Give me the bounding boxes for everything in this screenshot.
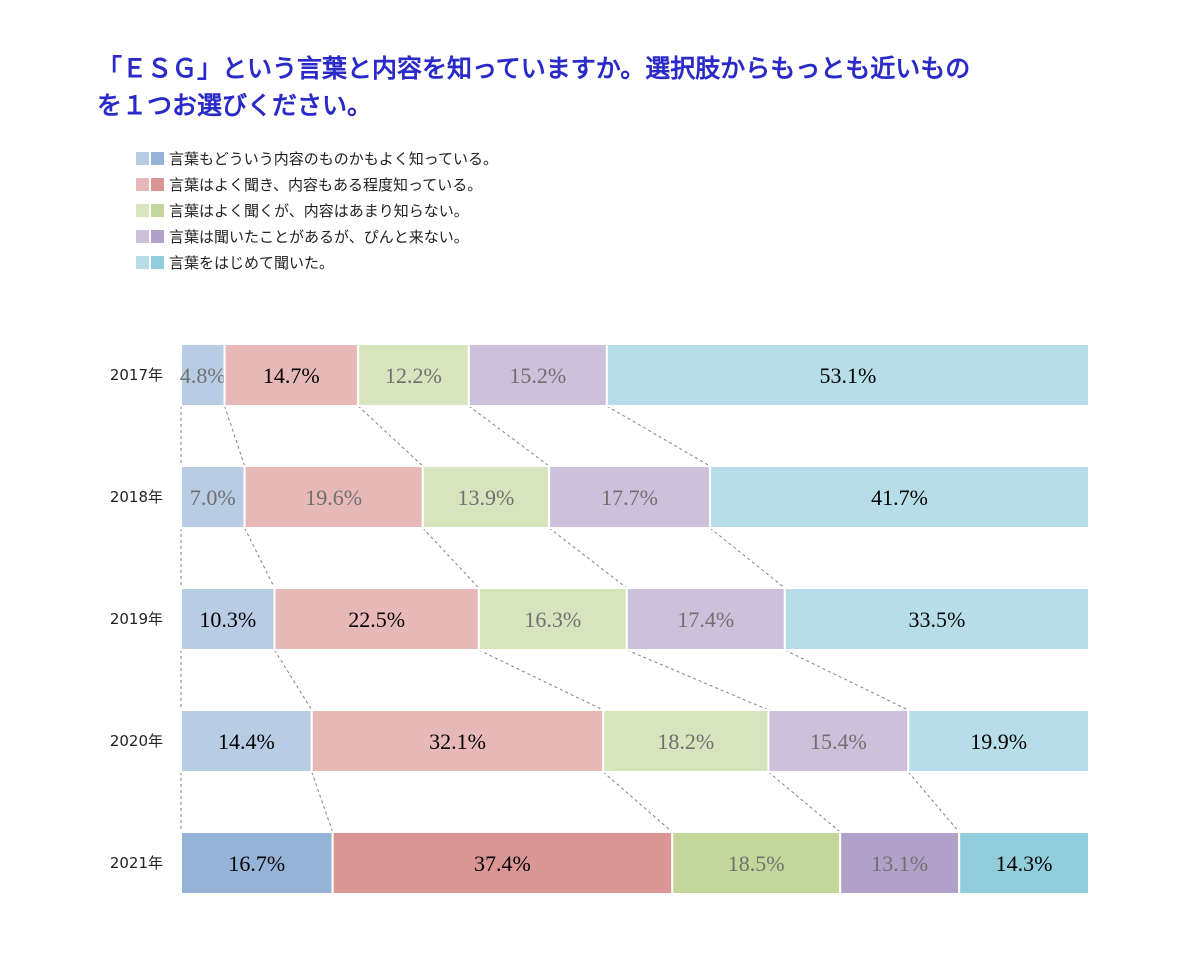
series-connector-line — [422, 527, 480, 589]
legend-item: 言葉はよく聞くが、内容はあまり知らない。 — [136, 200, 498, 221]
data-label: 7.0% — [190, 485, 236, 510]
y-tick-label: 2019年 — [110, 610, 163, 628]
legend-item: 言葉は聞いたことがあるが、ぴんと来ない。 — [136, 226, 498, 247]
y-tick-label: 2021年 — [110, 854, 163, 872]
bar-segment — [605, 343, 1090, 407]
bar-segment — [477, 587, 628, 651]
data-label: 18.2% — [657, 729, 714, 754]
legend-swatch-dark — [151, 178, 164, 191]
data-label: 15.4% — [810, 729, 867, 754]
bar-segment — [783, 587, 1090, 651]
bar-segment — [223, 343, 360, 407]
series-connector-line — [626, 649, 769, 711]
legend-swatch-dark — [151, 256, 164, 269]
series-connector-line — [548, 527, 628, 589]
bar-segment — [331, 831, 674, 895]
data-label: 12.2% — [385, 363, 442, 388]
legend-swatch-light — [136, 178, 149, 191]
legend-swatch-dark — [151, 204, 164, 217]
legend-swatch-light — [136, 256, 149, 269]
series-connector-line — [602, 771, 673, 833]
bar-segment — [421, 465, 551, 529]
data-label: 22.5% — [348, 607, 405, 632]
bar-segment — [548, 465, 711, 529]
legend-swatch-light — [136, 204, 149, 217]
legend-label: 言葉は聞いたことがあるが、ぴんと来ない。 — [169, 228, 469, 246]
series-connector-line — [478, 649, 604, 711]
data-label: 13.1% — [871, 851, 928, 876]
series-connector-line — [224, 405, 246, 467]
legend-item: 言葉はよく聞き、内容もある程度知っている。 — [136, 174, 498, 195]
data-label: 17.4% — [677, 607, 734, 632]
series-connector-line — [274, 649, 313, 711]
bar-segment — [180, 465, 246, 529]
bar-segment — [467, 343, 608, 407]
series-connector-line — [907, 771, 960, 833]
legend-swatch-light — [136, 152, 149, 165]
y-tick-label: 2018年 — [110, 488, 163, 506]
bar-segment — [273, 587, 480, 651]
legend-swatch-dark — [151, 230, 164, 243]
bar-segment — [180, 343, 226, 407]
series-connector-line — [768, 771, 841, 833]
bar-segment — [767, 709, 910, 773]
series-connector-line — [784, 649, 909, 711]
data-label: 16.3% — [524, 607, 581, 632]
bar-segment — [180, 709, 313, 773]
y-tick-label: 2017年 — [110, 366, 163, 384]
bar-segment — [839, 831, 961, 895]
data-label: 19.9% — [970, 729, 1027, 754]
series-connector-line — [357, 405, 424, 467]
legend-label: 言葉はよく聞き、内容もある程度知っている。 — [169, 176, 483, 194]
bar-segment — [180, 831, 334, 895]
data-label: 14.3% — [996, 851, 1053, 876]
legend-label: 言葉はよく聞くが、内容はあまり知らない。 — [169, 202, 469, 220]
bar-segment — [708, 465, 1090, 529]
series-connector-line — [244, 527, 275, 589]
legend-item: 言葉をはじめて聞いた。 — [136, 252, 498, 273]
title-line-2: を１つお選びください。 — [97, 91, 373, 120]
data-label: 14.4% — [218, 729, 275, 754]
legend-item: 言葉もどういう内容のものかもよく知っている。 — [136, 148, 498, 169]
data-label: 16.7% — [228, 851, 285, 876]
chart-title: 「ＥＳＧ」という言葉と内容を知っていますか。選択肢からもっとも近いもの を１つお… — [97, 50, 1097, 124]
series-connector-line — [606, 405, 711, 467]
data-label: 19.6% — [305, 485, 362, 510]
legend-swatch-light — [136, 230, 149, 243]
title-line-1: 「ＥＳＧ」という言葉と内容を知っていますか。選択肢からもっとも近いもの — [97, 54, 971, 83]
data-label: 13.9% — [458, 485, 515, 510]
series-connector-line — [468, 405, 550, 467]
bar-segment — [907, 709, 1090, 773]
data-label: 32.1% — [429, 729, 486, 754]
y-tick-label: 2020年 — [110, 732, 163, 750]
data-label: 53.1% — [820, 363, 877, 388]
data-label: 37.4% — [474, 851, 531, 876]
data-label: 17.7% — [601, 485, 658, 510]
legend: 言葉もどういう内容のものかもよく知っている。 言葉はよく聞き、内容もある程度知っ… — [136, 148, 498, 278]
data-label: 10.3% — [199, 607, 256, 632]
legend-swatch-dark — [151, 152, 164, 165]
data-label: 4.8% — [180, 363, 226, 388]
bar-segment — [180, 587, 276, 651]
data-label: 41.7% — [871, 485, 928, 510]
bar-segment — [310, 709, 605, 773]
legend-label: 言葉もどういう内容のものかもよく知っている。 — [169, 150, 498, 168]
series-connector-line — [709, 527, 786, 589]
bar-segment — [958, 831, 1090, 895]
data-label: 15.2% — [509, 363, 566, 388]
series-connector-line — [311, 771, 334, 833]
data-label: 18.5% — [728, 851, 785, 876]
legend-label: 言葉をはじめて聞いた。 — [169, 254, 335, 272]
data-label: 33.5% — [908, 607, 965, 632]
data-label: 14.7% — [263, 363, 320, 388]
